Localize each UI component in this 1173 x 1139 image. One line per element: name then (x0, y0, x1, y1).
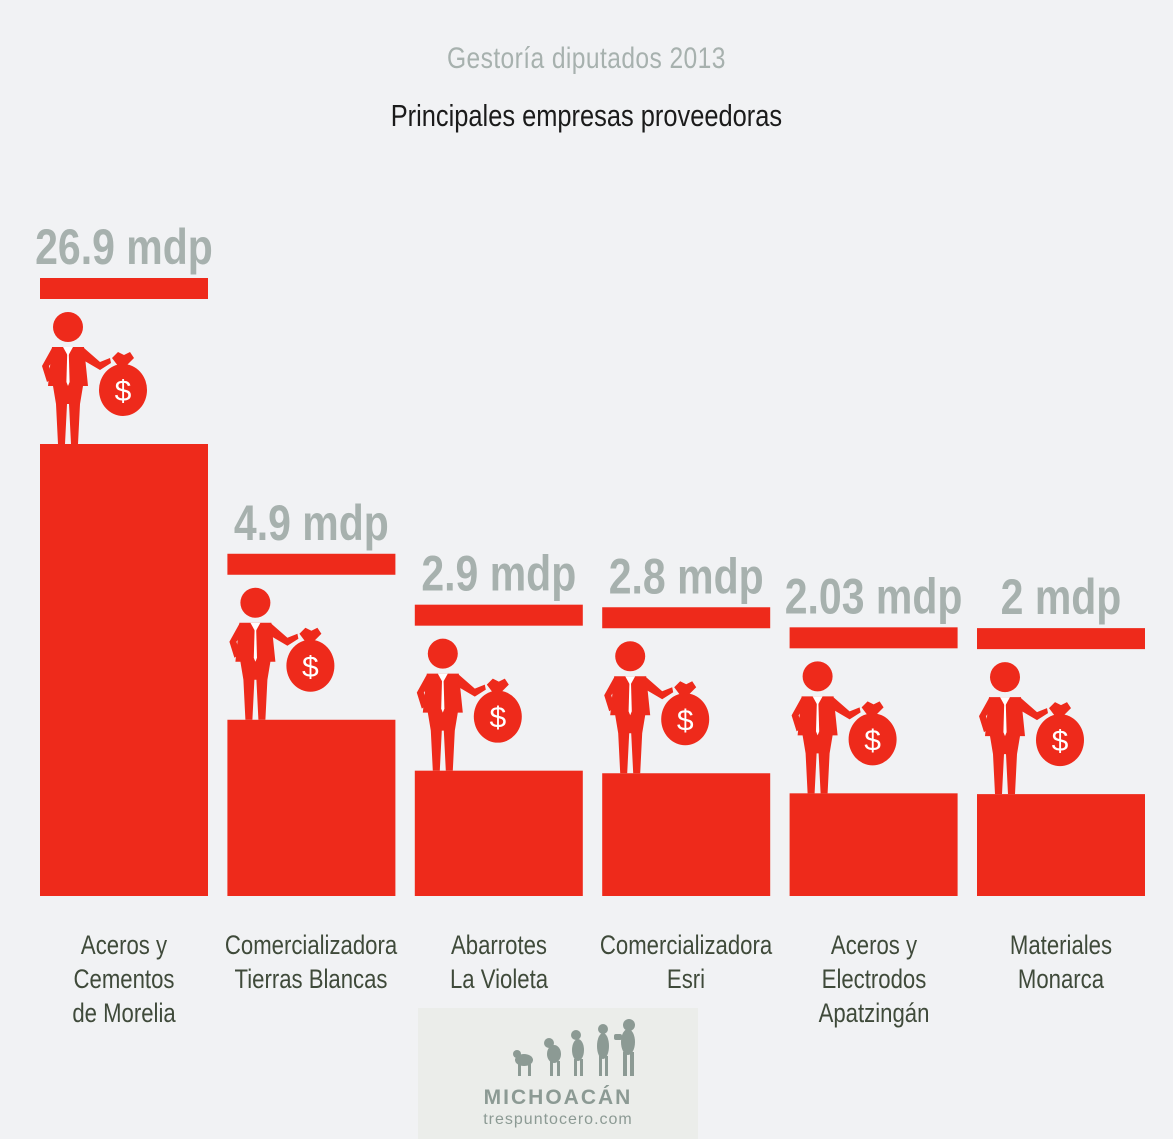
bar-cap (602, 607, 771, 629)
bar-group: $26.9 mdp (35, 219, 213, 896)
evolution-icon (513, 1019, 635, 1076)
dollar-sign: $ (302, 651, 319, 684)
category-label: Comercializadora Esri (600, 928, 772, 996)
value-label: 2.8 mdp (609, 548, 764, 604)
businessman-icon: $ (791, 661, 897, 794)
value-label: 2.9 mdp (421, 546, 576, 602)
chart-subtitle: Gestoría diputados 2013 (446, 42, 726, 75)
value-label: 2 mdp (1001, 569, 1122, 625)
bar-group: $2.03 mdp (785, 568, 963, 896)
category-label: Materiales Monarca (975, 928, 1147, 996)
businessman-icon: $ (979, 662, 1084, 795)
money-bag-icon: $ (1036, 702, 1084, 767)
bar (40, 444, 208, 896)
category-label-line: Abarrotes (450, 930, 547, 960)
logo-url: trespuntocero.com (483, 1111, 633, 1128)
category-label-line: Materiales (1009, 930, 1113, 960)
publisher-logo: MICHOACÁN trespuntocero.com (418, 1008, 698, 1139)
category-label-line: La Violeta (449, 964, 548, 994)
category-label-line: de Morelia (72, 998, 176, 1028)
bar-group: $2.8 mdp (602, 548, 771, 896)
dollar-sign: $ (489, 702, 506, 735)
logo-name: MICHOACÁN (483, 1086, 633, 1109)
bar (789, 793, 958, 896)
bar-cap (789, 627, 958, 649)
category-label-line: Cementos (73, 964, 175, 994)
businessman-icon: $ (604, 641, 710, 774)
value-label: 26.9 mdp (35, 219, 213, 275)
bar-chart: $26.9 mdp$4.9 mdp$2.9 mdp$2.8 mdp$2.03 m… (35, 219, 1145, 896)
money-bag-icon: $ (286, 627, 335, 692)
bar-cap (414, 604, 583, 626)
category-label-line: Tierras Blancas (234, 964, 388, 994)
money-bag-icon: $ (848, 701, 897, 766)
bar-cap (227, 553, 396, 575)
bar (414, 770, 583, 896)
category-label-line: Aceros y (830, 930, 917, 960)
category-label: Aceros y Cementos de Morelia (38, 928, 210, 1030)
money-bag-icon: $ (473, 678, 522, 743)
businessman-icon: $ (42, 312, 147, 444)
bar (977, 794, 1145, 896)
value-label: 4.9 mdp (234, 495, 389, 551)
category-label-line: Esri (667, 964, 706, 994)
category-label: Aceros y Electrodos Apatzingán (787, 928, 959, 1030)
value-label: 2.03 mdp (785, 568, 963, 624)
chart-title: Principales empresas proveedoras (390, 98, 783, 133)
category-label-line: Monarca (1017, 964, 1105, 994)
dollar-sign: $ (864, 724, 881, 757)
bar-group: $2.9 mdp (414, 546, 583, 896)
dollar-sign: $ (1052, 725, 1069, 758)
money-bag-icon: $ (661, 681, 710, 746)
money-bag-icon: $ (99, 352, 147, 416)
bar-cap (977, 628, 1145, 650)
bar-cap (40, 278, 208, 299)
dollar-sign: $ (115, 375, 132, 408)
businessman-icon: $ (416, 638, 522, 771)
category-label-line: Comercializadora (600, 930, 773, 960)
bar (602, 773, 771, 896)
category-label: Abarrotes La Violeta (413, 928, 585, 996)
bar-group: $4.9 mdp (227, 495, 396, 896)
bar (227, 719, 396, 896)
category-label: Comercializadora Tierras Blancas (225, 928, 397, 996)
bar-group: $2 mdp (977, 569, 1145, 896)
dollar-sign: $ (677, 704, 694, 737)
category-label-line: Apatzingán (818, 998, 929, 1028)
category-label-line: Aceros y (80, 930, 168, 960)
category-label-line: Electrodos (821, 964, 926, 994)
category-label-line: Comercializadora (225, 930, 398, 960)
businessman-icon: $ (229, 587, 335, 720)
